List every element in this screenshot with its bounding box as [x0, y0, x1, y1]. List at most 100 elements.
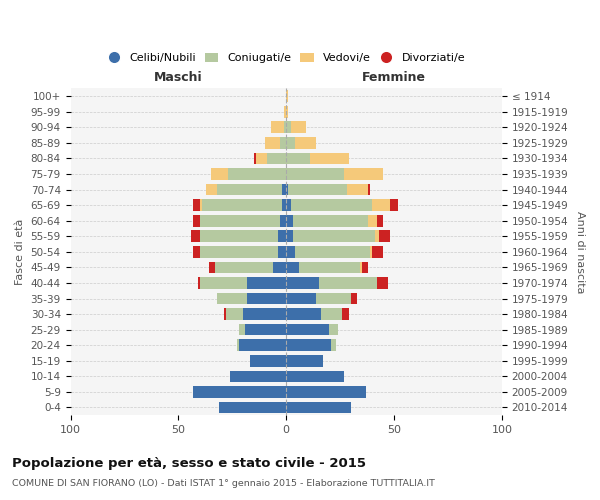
Bar	[286, 122, 290, 133]
Bar	[286, 90, 289, 102]
Bar	[226, 308, 243, 320]
Bar	[198, 277, 200, 289]
Bar	[286, 262, 299, 273]
Bar	[239, 340, 286, 351]
Bar	[286, 308, 321, 320]
Bar	[290, 122, 305, 133]
Bar	[230, 370, 286, 382]
Text: COMUNE DI SAN FIORANO (LO) - Dati ISTAT 1° gennaio 2015 - Elaborazione TUTTITALI: COMUNE DI SAN FIORANO (LO) - Dati ISTAT …	[12, 479, 435, 488]
Bar	[200, 200, 202, 211]
Bar	[286, 106, 289, 118]
Bar	[286, 168, 344, 180]
Bar	[211, 168, 228, 180]
Bar	[202, 200, 282, 211]
Bar	[290, 200, 373, 211]
Bar	[271, 122, 284, 133]
Bar	[370, 246, 373, 258]
Bar	[224, 308, 226, 320]
Bar	[331, 340, 336, 351]
Bar	[286, 215, 293, 226]
Bar	[286, 355, 323, 366]
Bar	[284, 122, 286, 133]
Bar	[193, 386, 286, 398]
Bar	[286, 370, 344, 382]
Bar	[278, 230, 286, 242]
Bar	[368, 184, 370, 196]
Bar	[278, 246, 286, 258]
Bar	[286, 340, 331, 351]
Bar	[316, 292, 351, 304]
Bar	[362, 262, 368, 273]
Bar	[220, 402, 286, 413]
Bar	[280, 137, 286, 148]
Bar	[286, 386, 366, 398]
Bar	[200, 215, 280, 226]
Bar	[215, 262, 273, 273]
Y-axis label: Anni di nascita: Anni di nascita	[575, 210, 585, 293]
Bar	[319, 277, 377, 289]
Bar	[206, 184, 217, 196]
Bar	[273, 262, 286, 273]
Bar	[329, 324, 338, 336]
Bar	[310, 152, 349, 164]
Bar	[377, 277, 388, 289]
Bar	[286, 137, 295, 148]
Bar	[286, 152, 310, 164]
Bar	[247, 277, 286, 289]
Bar	[191, 230, 200, 242]
Bar	[321, 308, 342, 320]
Bar	[293, 215, 368, 226]
Bar	[282, 184, 286, 196]
Bar	[267, 152, 286, 164]
Bar	[193, 200, 200, 211]
Bar	[342, 308, 349, 320]
Bar	[217, 184, 282, 196]
Bar	[344, 168, 383, 180]
Bar	[200, 277, 247, 289]
Bar	[284, 106, 286, 118]
Bar	[286, 230, 293, 242]
Bar	[390, 200, 398, 211]
Bar	[200, 246, 278, 258]
Bar	[265, 137, 280, 148]
Bar	[200, 230, 278, 242]
Bar	[228, 168, 286, 180]
Bar	[359, 262, 362, 273]
Bar	[286, 184, 289, 196]
Bar	[282, 200, 286, 211]
Bar	[286, 200, 290, 211]
Bar	[243, 308, 286, 320]
Bar	[295, 246, 370, 258]
Bar	[256, 152, 267, 164]
Bar	[247, 292, 286, 304]
Text: Popolazione per età, sesso e stato civile - 2015: Popolazione per età, sesso e stato civil…	[12, 458, 366, 470]
Legend: Celibi/Nubili, Coniugati/e, Vedovi/e, Divorziati/e: Celibi/Nubili, Coniugati/e, Vedovi/e, Di…	[103, 48, 469, 68]
Bar	[286, 277, 319, 289]
Bar	[193, 215, 200, 226]
Bar	[254, 152, 256, 164]
Y-axis label: Fasce di età: Fasce di età	[15, 218, 25, 285]
Bar	[286, 402, 351, 413]
Bar	[236, 340, 239, 351]
Bar	[280, 215, 286, 226]
Bar	[347, 184, 368, 196]
Bar	[373, 200, 390, 211]
Bar	[217, 292, 247, 304]
Bar	[250, 355, 286, 366]
Bar	[373, 246, 383, 258]
Bar	[286, 292, 316, 304]
Text: Maschi: Maschi	[154, 70, 203, 84]
Bar	[239, 324, 245, 336]
Bar	[379, 230, 390, 242]
Bar	[209, 262, 215, 273]
Bar	[368, 215, 377, 226]
Text: Femmine: Femmine	[362, 70, 426, 84]
Bar	[377, 215, 383, 226]
Bar	[193, 246, 200, 258]
Bar	[351, 292, 358, 304]
Bar	[299, 262, 359, 273]
Bar	[374, 230, 379, 242]
Bar	[289, 184, 347, 196]
Bar	[245, 324, 286, 336]
Bar	[286, 324, 329, 336]
